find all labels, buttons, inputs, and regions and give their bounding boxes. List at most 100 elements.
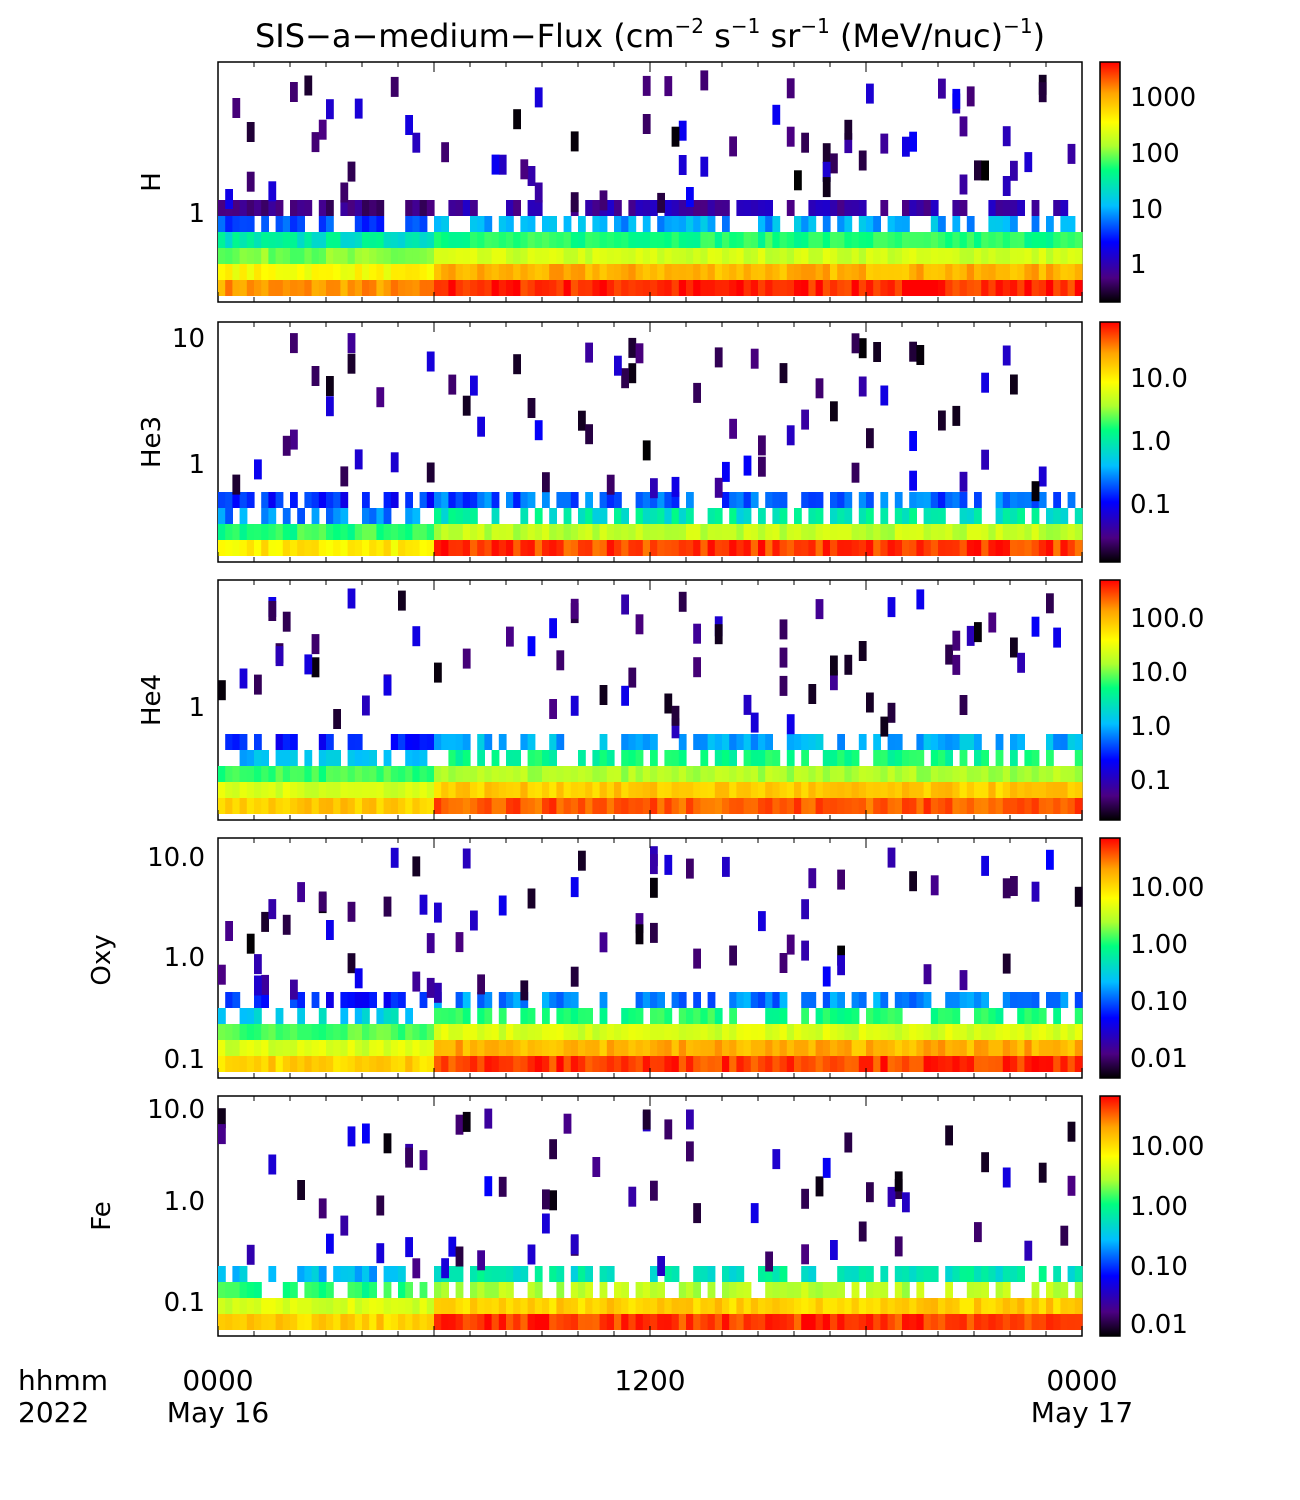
heatmap-cell <box>376 200 385 216</box>
heatmap-cell <box>491 232 500 248</box>
heatmap-cell <box>981 264 989 280</box>
heatmap-cell <box>556 1056 565 1072</box>
heatmap-cell <box>383 798 392 814</box>
heatmap-cell <box>902 216 910 232</box>
heatmap-cell <box>275 1298 284 1314</box>
heatmap-cell <box>434 508 442 524</box>
heatmap-cell <box>239 232 248 248</box>
heatmap-cell-sparse <box>527 636 536 657</box>
heatmap-cell <box>419 782 428 798</box>
heatmap-cell <box>858 798 867 814</box>
heatmap-cell <box>239 216 248 232</box>
heatmap-cell <box>765 782 773 798</box>
heatmap-cell-sparse <box>765 1251 773 1272</box>
panel-fe-cells <box>218 1108 1083 1330</box>
heatmap-cell <box>815 766 824 782</box>
heatmap-cell <box>1031 1024 1040 1040</box>
heatmap-cell-sparse <box>693 623 701 644</box>
heatmap-cell <box>225 248 233 264</box>
heatmap-cell <box>858 992 867 1008</box>
heatmap-cell <box>650 1056 658 1072</box>
heatmap-cell <box>563 798 572 814</box>
heatmap-cell <box>887 750 896 766</box>
heatmap-cell <box>736 1282 745 1298</box>
heatmap-cell <box>945 264 953 280</box>
heatmap-cell <box>635 734 644 750</box>
heatmap-cell <box>275 782 284 798</box>
heatmap-cell <box>909 798 917 814</box>
heatmap-cell <box>520 1314 529 1330</box>
heatmap-cell <box>736 1056 745 1072</box>
heatmap-cell <box>786 798 795 814</box>
heatmap-cell <box>484 1282 493 1298</box>
heatmap-cell <box>642 508 651 524</box>
heatmap-cell <box>570 1314 579 1330</box>
heatmap-cell <box>225 1298 233 1314</box>
heatmap-cell <box>282 766 291 782</box>
heatmap-cell <box>1060 1040 1069 1056</box>
heatmap-cell <box>470 1040 478 1056</box>
heatmap-cell <box>218 1314 226 1330</box>
heatmap-cell <box>657 1008 665 1024</box>
heatmap-cell <box>434 280 442 296</box>
heatmap-cell <box>880 200 889 216</box>
heatmap-cell-sparse <box>650 1180 658 1201</box>
heatmap-cell <box>477 1314 485 1330</box>
heatmap-cell <box>304 1024 313 1040</box>
heatmap-cell <box>851 200 860 216</box>
heatmap-cell <box>664 232 673 248</box>
heatmap-cell <box>902 1298 910 1314</box>
heatmap-cell <box>254 280 262 296</box>
heatmap-cell <box>678 798 687 814</box>
heatmap-cell <box>441 508 449 524</box>
heatmap-cell <box>1067 280 1076 296</box>
heatmap-cell <box>326 1056 334 1072</box>
heatmap-cell-sparse <box>261 911 269 932</box>
heatmap-cell <box>592 1314 601 1330</box>
heatmap-cell <box>426 766 435 782</box>
heatmap-cell <box>534 232 543 248</box>
heatmap-cell <box>297 782 305 798</box>
heatmap-cell-sparse <box>347 353 356 374</box>
heatmap-cell <box>542 1298 550 1314</box>
heatmap-cell <box>988 524 997 540</box>
heatmap-cell <box>491 1266 500 1282</box>
heatmap-cell <box>794 1056 802 1072</box>
heatmap-cell <box>837 992 845 1008</box>
heatmap-cell <box>527 1056 536 1072</box>
heatmap-cell <box>801 1040 809 1056</box>
heatmap-cell <box>369 992 377 1008</box>
heatmap-cell <box>592 798 601 814</box>
heatmap-cell <box>722 216 730 232</box>
heatmap-cell <box>923 1314 932 1330</box>
heatmap-cell <box>822 992 831 1008</box>
heatmap-cell <box>700 200 709 216</box>
heatmap-cell-sparse <box>520 980 529 1001</box>
heatmap-cell <box>1010 216 1018 232</box>
heatmap-cell <box>945 248 953 264</box>
heatmap-cell <box>570 492 579 508</box>
heatmap-cell <box>686 1314 694 1330</box>
heatmap-cell <box>894 540 903 556</box>
heatmap-cell <box>326 200 334 216</box>
heatmap-cell <box>520 540 529 556</box>
heatmap-cell-sparse <box>470 375 478 396</box>
heatmap-cell <box>743 1314 752 1330</box>
heatmap-cell <box>966 1314 975 1330</box>
heatmap-cell-sparse <box>621 368 629 389</box>
heatmap-cell-sparse <box>282 914 291 935</box>
heatmap-cell <box>441 1008 449 1024</box>
heatmap-cell <box>455 1024 464 1040</box>
heatmap-cell <box>354 1024 363 1040</box>
heatmap-cell <box>657 1024 665 1040</box>
heatmap-cell <box>916 1282 925 1298</box>
heatmap-cell <box>563 264 572 280</box>
heatmap-cell <box>1053 1008 1061 1024</box>
heatmap-cell-sparse <box>347 588 356 609</box>
heatmap-cell <box>412 798 421 814</box>
heatmap-cell <box>477 1298 485 1314</box>
heatmap-cell-sparse <box>398 590 406 611</box>
heatmap-cell <box>938 264 946 280</box>
heatmap-cell <box>1074 1314 1083 1330</box>
heatmap-cell <box>563 1314 572 1330</box>
